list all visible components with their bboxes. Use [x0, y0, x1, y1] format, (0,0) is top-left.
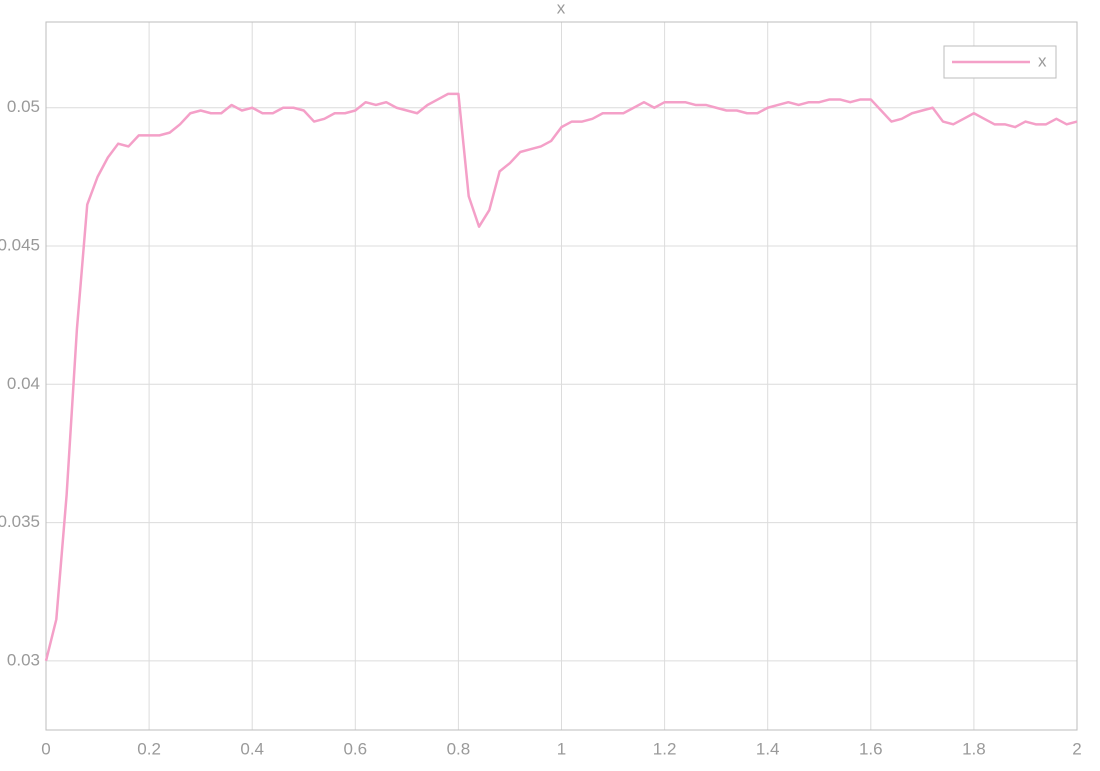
legend-label: x	[1038, 51, 1047, 70]
chart-title: x	[557, 0, 566, 17]
x-tick-label: 1	[557, 739, 566, 758]
y-tick-label: 0.05	[7, 97, 40, 116]
y-tick-label: 0.045	[0, 236, 40, 255]
x-tick-label: 0.2	[137, 739, 161, 758]
x-tick-label: 1.6	[859, 739, 883, 758]
x-tick-label: 0.8	[447, 739, 471, 758]
x-tick-label: 0	[41, 739, 50, 758]
data-line	[44, 92, 1078, 662]
y-tick-label: 0.03	[7, 650, 40, 669]
y-tick-label: 0.035	[0, 512, 40, 531]
y-tick-label: 0.04	[7, 374, 40, 393]
axes-box	[45, 21, 1078, 731]
x-tick-label: 1.8	[962, 739, 986, 758]
x-tick-label: 2	[1072, 739, 1081, 758]
x-tick-label: 0.6	[343, 739, 367, 758]
x-tick-label: 1.4	[756, 739, 780, 758]
x-tick-label: 1.2	[653, 739, 677, 758]
x-tick-label: 0.4	[240, 739, 264, 758]
